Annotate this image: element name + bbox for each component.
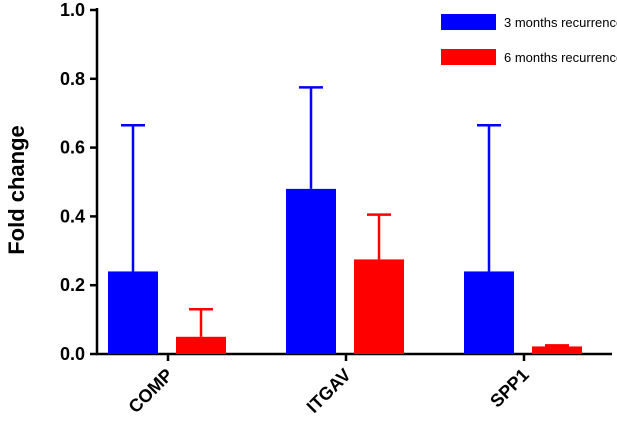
bar-itgav-1 — [286, 188, 336, 354]
bar-spp1-2 — [532, 346, 582, 354]
y-axis-title-group: Fold change — [4, 125, 29, 255]
y-axis-title: Fold change — [4, 125, 29, 255]
y-tick-label: 1.0 — [60, 0, 85, 20]
y-tick-label: 0.0 — [60, 344, 85, 364]
x-tick-label: SPP1 — [486, 365, 533, 412]
legend: 3 months recurrence 6 months recurrence — [441, 14, 617, 65]
legend-swatch — [441, 49, 496, 65]
bar-itgav-2 — [354, 259, 404, 354]
y-tick-label: 0.8 — [60, 69, 85, 89]
legend-swatch — [441, 14, 496, 30]
bar-spp1-1 — [464, 271, 514, 354]
x-tick-label: ITGAV — [303, 365, 355, 417]
y-tick-label: 0.4 — [60, 206, 85, 226]
x-tick-label: COMP — [125, 365, 177, 417]
y-tick-label: 0.2 — [60, 275, 85, 295]
legend-label: 6 months recurrence — [504, 50, 617, 65]
y-tick-label: 0.6 — [60, 138, 85, 158]
legend-label: 3 months recurrence — [504, 15, 617, 30]
bar-comp-1 — [108, 271, 158, 354]
bar-comp-2 — [176, 336, 226, 354]
